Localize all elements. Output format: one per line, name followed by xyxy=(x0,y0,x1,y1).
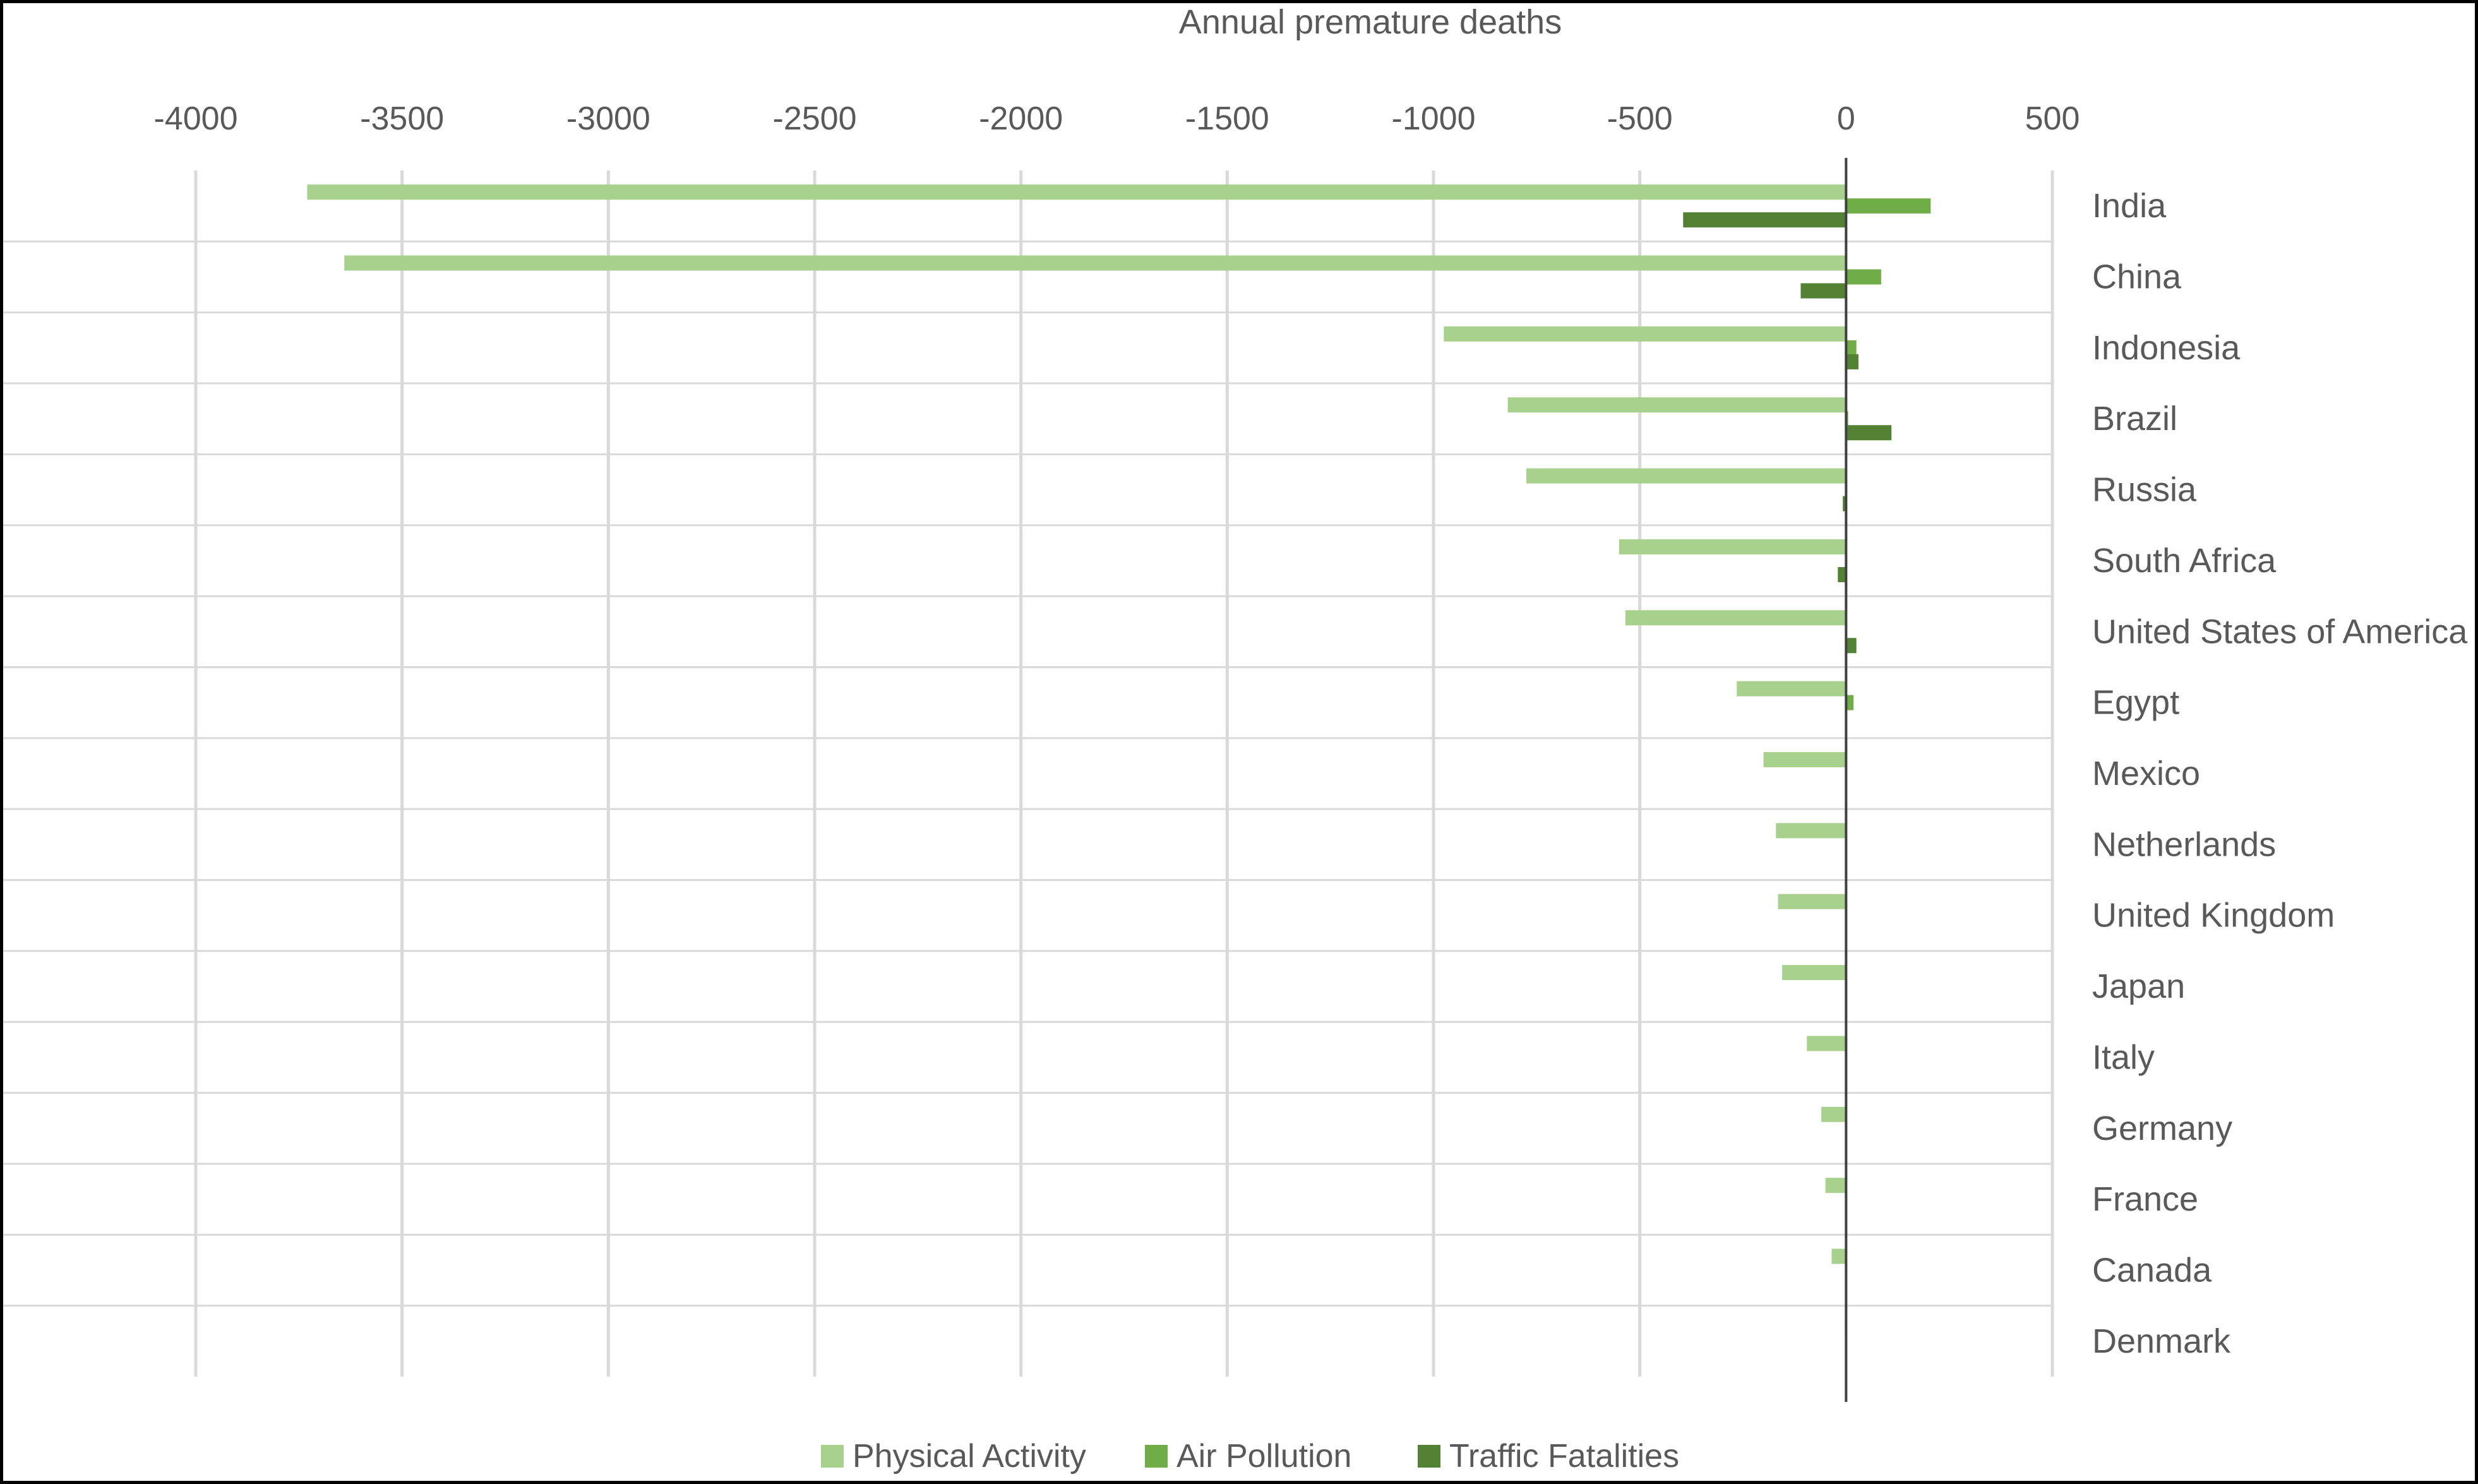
x-tick-label: 0 xyxy=(1837,100,1855,137)
legend-label-physical-activity: Physical Activity xyxy=(853,1438,1086,1475)
bar-physical-activity-canada xyxy=(1831,1248,1847,1264)
bar-traffic-fatalities-brazil xyxy=(1846,425,1892,441)
bar-traffic-fatalities-india xyxy=(1683,212,1847,228)
legend-label-traffic-fatalities: Traffic Fatalities xyxy=(1449,1438,1679,1475)
bar-physical-activity-mexico xyxy=(1763,752,1847,767)
bar-traffic-fatalities-united-states-of-america xyxy=(1846,638,1857,654)
legend-swatch-physical-activity xyxy=(821,1445,844,1468)
bar-physical-activity-china xyxy=(344,255,1847,271)
bar-physical-activity-netherlands xyxy=(1776,823,1847,839)
bar-air-pollution-egypt xyxy=(1846,695,1854,710)
x-tick-label: 500 xyxy=(2025,100,2080,137)
category-label-canada: Canada xyxy=(2092,1251,2212,1289)
category-label-united-states-of-america: United States of America xyxy=(2092,613,2468,650)
x-tick-label: -1500 xyxy=(1185,100,1269,137)
bar-chart: Annual premature deaths -4000 -3500 -3000-… xyxy=(3,3,2468,1475)
bar-physical-activity-france xyxy=(1825,1178,1847,1194)
bar-physical-activity-united-kingdom xyxy=(1778,894,1847,909)
bar-physical-activity-egypt xyxy=(1737,681,1847,697)
category-label-india: India xyxy=(2092,187,2167,225)
category-label-united-kingdom: United Kingdom xyxy=(2092,897,2335,935)
category-label-netherlands: Netherlands xyxy=(2092,825,2276,863)
bar-physical-activity-india xyxy=(307,184,1847,200)
category-label-japan: Japan xyxy=(2092,967,2185,1005)
bar-air-pollution-china xyxy=(1846,269,1881,285)
category-label-brazil: Brazil xyxy=(2092,400,2177,438)
bar-traffic-fatalities-south-africa xyxy=(1838,566,1847,582)
bar-physical-activity-united-states-of-america xyxy=(1625,610,1847,626)
bar-physical-activity-russia xyxy=(1526,468,1847,484)
gridlines xyxy=(3,171,2054,1377)
x-tick-label: -1000 xyxy=(1392,100,1476,137)
category-label-mexico: Mexico xyxy=(2092,755,2200,793)
category-label-denmark: Denmark xyxy=(2092,1322,2231,1360)
x-tick-label: -4000 xyxy=(154,100,238,137)
legend-swatch-traffic-fatalities xyxy=(1418,1445,1440,1468)
category-label-italy: Italy xyxy=(2092,1038,2155,1076)
x-tick-label: -3000 xyxy=(566,100,650,137)
category-label-china: China xyxy=(2092,258,2182,296)
bar-physical-activity-south-africa xyxy=(1619,539,1847,554)
bar-physical-activity-indonesia xyxy=(1444,326,1847,342)
x-tick-label: -2000 xyxy=(979,100,1063,137)
x-tick-label: -500 xyxy=(1607,100,1673,137)
legend-label-air-pollution: Air Pollution xyxy=(1176,1438,1351,1475)
bar-air-pollution-india xyxy=(1846,198,1931,214)
bar-physical-activity-germany xyxy=(1821,1106,1847,1122)
category-label-south-africa: South Africa xyxy=(2092,542,2277,580)
category-label-egypt: Egypt xyxy=(2092,684,2179,722)
legend: Physical Activity Air Pollution Traffic Fa… xyxy=(821,1438,1679,1475)
bars xyxy=(307,184,1931,1335)
bar-air-pollution-indonesia xyxy=(1846,340,1857,356)
category-label-russia: Russia xyxy=(2092,471,2197,509)
x-tick-label: -2500 xyxy=(773,100,857,137)
bar-traffic-fatalities-indonesia xyxy=(1846,354,1858,369)
x-axis-title: Annual premature deaths xyxy=(1179,3,1562,41)
bar-traffic-fatalities-russia xyxy=(1843,496,1847,512)
category-labels: India China Indonesia Brazil Russia South Afr… xyxy=(2092,187,2468,1360)
legend-swatch-air-pollution xyxy=(1145,1445,1168,1468)
category-label-indonesia: Indonesia xyxy=(2092,329,2241,367)
bar-physical-activity-japan xyxy=(1782,965,1847,981)
category-label-germany: Germany xyxy=(2092,1110,2232,1147)
x-tick-labels: -4000 -3500 -3000 -2500 -2000 -1500 -1000 -500 0… xyxy=(154,100,2080,137)
bar-traffic-fatalities-china xyxy=(1800,283,1847,299)
x-tick-label: -3500 xyxy=(360,100,444,137)
bar-physical-activity-brazil xyxy=(1507,397,1847,413)
bar-physical-activity-italy xyxy=(1807,1036,1847,1051)
category-label-france: France xyxy=(2092,1180,2198,1218)
